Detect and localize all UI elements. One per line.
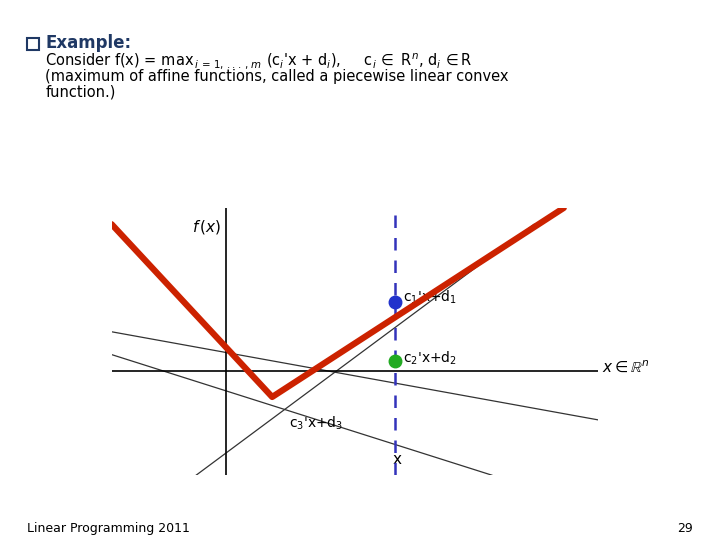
Text: function.): function.)	[45, 84, 116, 99]
Text: (maximum of affine functions, called a piecewise linear convex: (maximum of affine functions, called a p…	[45, 69, 509, 84]
Text: c$_3$'x+d$_3$: c$_3$'x+d$_3$	[289, 414, 343, 432]
Text: Consider f(x) = max$_{\,i\,=\,1,\,...\,,\,m}$ (c$_i$'x + d$_i$),     c$_i\,\in$ : Consider f(x) = max$_{\,i\,=\,1,\,...\,,…	[45, 51, 473, 71]
Text: x: x	[392, 452, 401, 467]
Text: Linear Programming 2011: Linear Programming 2011	[27, 522, 190, 535]
Text: 29: 29	[677, 522, 693, 535]
Text: $f\,(x)$: $f\,(x)$	[192, 218, 222, 235]
Text: c$_2$'x+d$_2$: c$_2$'x+d$_2$	[403, 349, 457, 367]
Text: c$_1$'x+d$_1$: c$_1$'x+d$_1$	[403, 289, 457, 306]
Text: Example:: Example:	[45, 34, 132, 52]
Bar	[27, 38, 39, 50]
Text: $x \in \mathbb{R}^n$: $x \in \mathbb{R}^n$	[602, 359, 650, 375]
